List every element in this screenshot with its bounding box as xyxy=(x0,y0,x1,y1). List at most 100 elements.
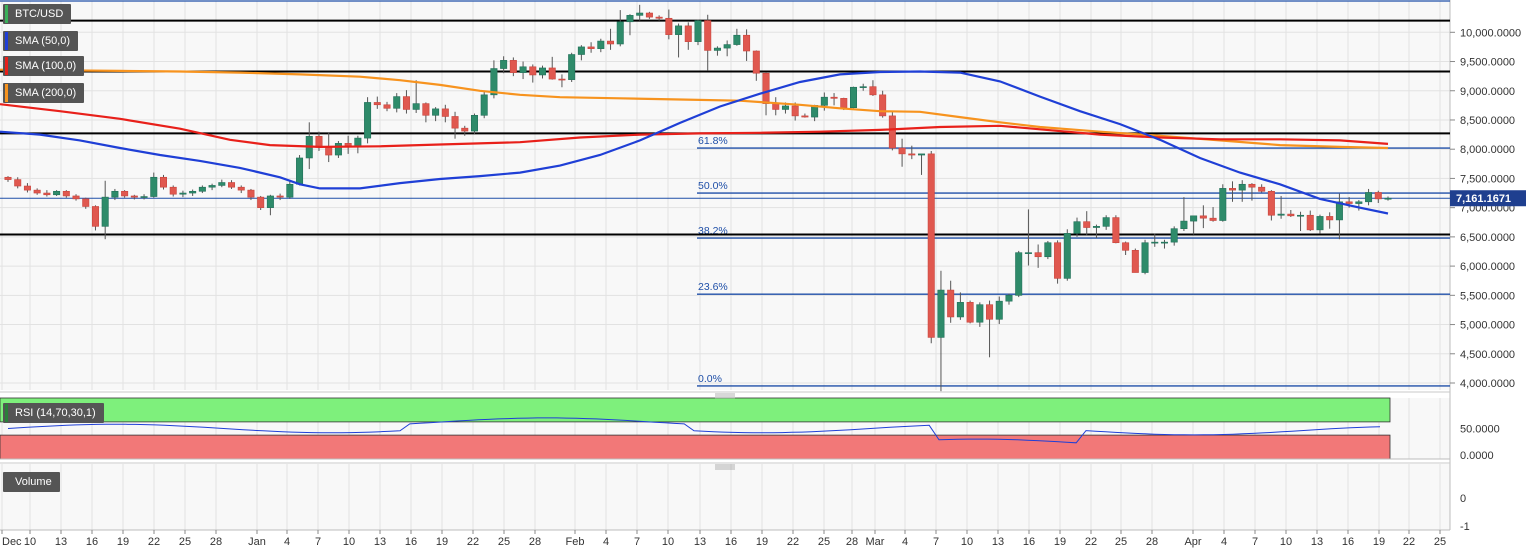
candle-body xyxy=(1229,188,1237,191)
x-tick-label: 7 xyxy=(315,536,321,548)
candle-body xyxy=(1160,241,1168,244)
candle-body xyxy=(1112,217,1120,244)
x-tick-label: 16 xyxy=(1342,536,1354,548)
candle-body xyxy=(733,34,741,45)
sma-200-swatch xyxy=(5,84,8,102)
candle-body xyxy=(72,195,80,200)
candle-body xyxy=(1267,190,1275,216)
candle-body xyxy=(490,68,498,96)
candle-body xyxy=(257,196,265,208)
candle-body xyxy=(1015,252,1023,296)
price-tick-label: 5,000.0000 xyxy=(1460,320,1515,332)
symbol-label[interactable]: BTC/USD xyxy=(3,4,72,24)
main-plot-bg xyxy=(0,1,1450,390)
candle-body xyxy=(888,115,896,149)
x-tick-label: 10 xyxy=(662,536,674,548)
x-tick-label: 16 xyxy=(1023,536,1035,548)
candle-body xyxy=(461,127,469,132)
x-tick-label: 25 xyxy=(818,536,830,548)
candle-body xyxy=(1073,221,1081,234)
candle-body xyxy=(1258,186,1266,192)
sma-50-line xyxy=(0,70,1389,215)
candle-body xyxy=(1277,213,1285,216)
candle-body xyxy=(597,40,605,49)
price-tick-label: 6,500.0000 xyxy=(1460,232,1515,244)
candle-body xyxy=(169,186,177,195)
x-tick-label: 16 xyxy=(86,536,98,548)
candle-body xyxy=(1384,197,1392,200)
candle-body xyxy=(781,105,789,110)
sma-100-text: SMA (100,0) xyxy=(15,60,77,72)
candle-body xyxy=(325,147,333,156)
candle-body xyxy=(956,302,964,318)
price-tick-label: 8,000.0000 xyxy=(1460,144,1515,156)
x-tick-label: 7 xyxy=(1252,536,1258,548)
candle-body xyxy=(53,190,61,196)
candle-body xyxy=(432,108,440,116)
rsi-overbought-zone xyxy=(0,397,1391,423)
fib-label: 0.0% xyxy=(698,373,722,385)
x-tick-label: 10 xyxy=(343,536,355,548)
candle-body xyxy=(198,186,206,192)
x-tick-label: Mar xyxy=(866,536,885,548)
x-tick-label: 4 xyxy=(902,536,908,548)
x-tick-label: 22 xyxy=(1085,536,1097,548)
candle-body xyxy=(1122,242,1130,251)
candle-body xyxy=(91,206,99,227)
candle-body xyxy=(402,96,410,110)
candle-body xyxy=(1365,192,1373,203)
sma-200-label[interactable]: SMA (200,0) xyxy=(3,83,85,103)
x-tick-label: 13 xyxy=(694,536,706,548)
x-tick-label: Dec xyxy=(2,536,22,548)
candle-body xyxy=(830,96,838,99)
price-tick-label: 4,500.0000 xyxy=(1460,349,1515,361)
candle-body xyxy=(33,189,41,194)
x-tick-label: 13 xyxy=(992,536,1004,548)
candle-body xyxy=(927,153,935,338)
candle-body xyxy=(296,157,304,185)
volume-plot-bg xyxy=(0,464,1450,530)
volume-label[interactable]: Volume xyxy=(3,472,60,492)
sma-50-label[interactable]: SMA (50,0) xyxy=(3,31,79,51)
candle-body xyxy=(947,289,955,318)
candle-body xyxy=(665,17,673,35)
candle-body xyxy=(684,25,692,42)
candle-body xyxy=(1044,242,1052,258)
candle-body xyxy=(441,108,449,117)
fib-label: 50.0% xyxy=(698,180,728,192)
candle-body xyxy=(470,114,478,132)
candle-body xyxy=(1219,188,1227,221)
candle-body xyxy=(986,304,994,320)
candle-body xyxy=(1355,201,1363,204)
candle-body xyxy=(840,98,848,109)
candle-body xyxy=(286,183,294,198)
sma-200-line xyxy=(0,68,1389,150)
candle-body xyxy=(908,153,916,156)
volume-tick-label: -1 xyxy=(1460,521,1470,533)
candle-body xyxy=(451,116,459,129)
x-tick-label: 7 xyxy=(634,536,640,548)
x-tick-label: 13 xyxy=(1311,536,1323,548)
candle-body xyxy=(1190,215,1198,222)
x-tick-label: 4 xyxy=(603,536,609,548)
candle-body xyxy=(480,94,488,116)
candles-group xyxy=(4,4,1392,392)
candle-body xyxy=(966,302,974,323)
candle-body xyxy=(791,105,799,117)
x-tick-label: Jan xyxy=(248,536,266,548)
volume-text: Volume xyxy=(15,476,52,488)
symbol-text: BTC/USD xyxy=(15,8,64,20)
price-tick-label: 9,000.0000 xyxy=(1460,86,1515,98)
sma-100-label[interactable]: SMA (100,0) xyxy=(3,56,85,76)
candle-body xyxy=(189,190,197,194)
candle-body xyxy=(1326,216,1334,221)
candle-body xyxy=(849,86,857,109)
candle-body xyxy=(1063,233,1071,279)
candle-body xyxy=(1151,241,1159,244)
candle-body xyxy=(587,46,595,49)
candle-body xyxy=(412,103,420,110)
rsi-label[interactable]: RSI (14,70,30,1) xyxy=(3,403,104,423)
candle-body xyxy=(237,186,245,191)
